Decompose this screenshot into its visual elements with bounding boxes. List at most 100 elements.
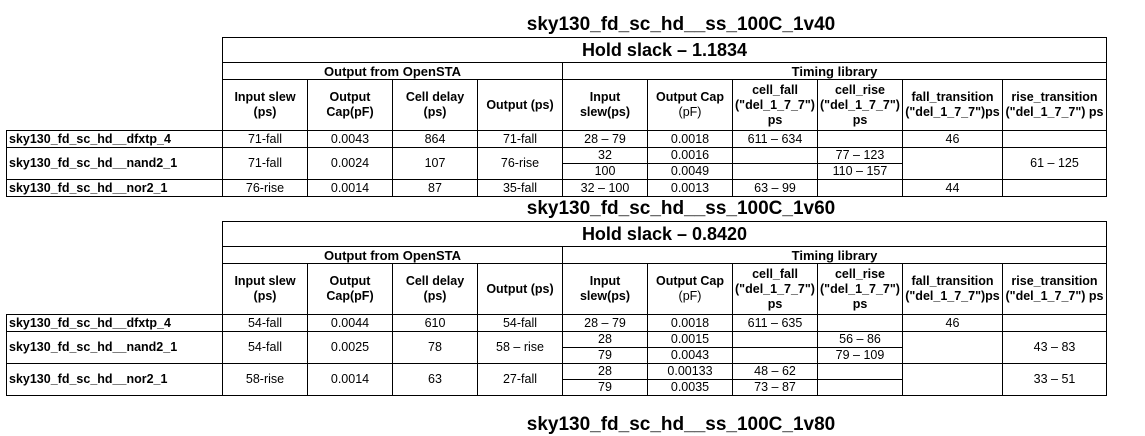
lib-input-slew-value: 32 xyxy=(562,147,648,164)
cell-name: sky130_fd_sc_hd__nand2_1 xyxy=(6,147,223,180)
header-line: ps xyxy=(852,296,868,311)
header-line: cell_fall xyxy=(752,266,798,281)
cell-rise-value xyxy=(817,379,903,396)
output-ps-value: 71-fall xyxy=(477,130,563,148)
col-header-cell-delay: Cell delay (ps) xyxy=(392,263,478,315)
lib-output-cap-value: 0.00133 xyxy=(647,363,733,380)
lib-output-cap-value: 0.0018 xyxy=(647,130,733,148)
input-slew-value: 71-fall xyxy=(222,147,308,180)
col-header-input-slew: Input slew (ps) xyxy=(222,263,308,315)
header-line: Cell delay xyxy=(405,274,465,288)
lib-input-slew-value: 32 – 100 xyxy=(562,179,648,197)
cell-delay-value: 63 xyxy=(392,363,478,396)
fall-transition-value: 46 xyxy=(902,130,1003,148)
lib-output-cap-value: 0.0018 xyxy=(647,314,733,332)
lib-input-slew-value: 28 xyxy=(562,331,648,348)
header-line: ("del_1_7_7") xyxy=(735,281,815,296)
table-row: sky130_fd_sc_hd__nor2_1 58-rise 0.0014 63 27… xyxy=(6,363,1107,396)
rise-transition-value xyxy=(1002,314,1107,332)
header-line: rise_transition xyxy=(1011,90,1098,104)
cell-name: sky130_fd_sc_hd__dfxtp_4 xyxy=(6,314,223,332)
hold-slack-header: Hold slack – 0.8420 xyxy=(222,221,1107,247)
cell-rise-value: 79 – 109 xyxy=(817,347,903,364)
header-unit: ("del_1_7_7") ps xyxy=(1005,289,1104,303)
header-line: Input xyxy=(589,90,621,104)
col-header-lib-output-cap: Output Cap (pF) xyxy=(647,79,733,131)
output-ps-value: 76-rise xyxy=(477,147,563,180)
next-section-title-cut-off: sky130_fd_sc_hd__ss_100C_1v80 xyxy=(526,414,836,435)
header-line: Input xyxy=(589,274,621,288)
table-row: 100 0.0049 110 – 157 xyxy=(7,163,1107,180)
header-unit: (ps) xyxy=(423,289,447,303)
header-line: Output xyxy=(329,90,371,104)
cell-rise-value: 56 – 86 xyxy=(817,331,903,348)
header-line: Input slew xyxy=(234,274,296,288)
lib-output-cap-value: 0.0043 xyxy=(647,347,733,364)
header-line: fall_transition xyxy=(911,274,994,288)
output-ps-value: 54-fall xyxy=(477,314,563,332)
col-header-cell-fall: cell_fall ("del_1_7_7") ps xyxy=(732,263,818,315)
lib-input-slew-value: 79 xyxy=(562,347,648,364)
cell-fall-value: 63 – 99 xyxy=(732,179,818,197)
lib-output-cap-value: 0.0035 xyxy=(647,379,733,396)
col-header-lib-output-cap: Output Cap (pF) xyxy=(647,263,733,315)
col-header-lib-input-slew: Input slew(ps) xyxy=(562,263,648,315)
cell-fall-value: 73 – 87 xyxy=(732,379,818,396)
input-slew-value: 76-rise xyxy=(222,179,308,197)
cell-delay-value: 864 xyxy=(392,130,478,148)
lib-output-cap-value: 0.0013 xyxy=(647,179,733,197)
output-cap-value: 0.0043 xyxy=(307,130,393,148)
group-header-timing-library: Timing library xyxy=(562,246,1107,264)
cell-delay-value: 78 xyxy=(392,331,478,364)
header-unit: (pF) xyxy=(678,289,702,303)
rise-transition-value: 33 – 51 xyxy=(1002,363,1107,396)
col-header-input-slew: Input slew (ps) xyxy=(222,79,308,131)
output-cap-value: 0.0014 xyxy=(307,179,393,197)
cell-fall-value xyxy=(732,163,818,180)
col-header-fall-transition: fall_transition ("del_1_7_7")ps xyxy=(902,79,1003,131)
cell-rise-value xyxy=(817,130,903,148)
header-unit: ("del_1_7_7")ps xyxy=(905,289,1000,303)
table-row: sky130_fd_sc_hd__nand2_1 71-fall 0.0024 107… xyxy=(6,147,1107,180)
header-line: Output Cap xyxy=(655,274,725,288)
cell-fall-value xyxy=(732,331,818,348)
rise-transition-value xyxy=(1002,179,1107,197)
header-unit: Cap(pF) xyxy=(326,289,374,303)
header-line: ("del_1_7_7") xyxy=(735,97,815,112)
header-unit: slew(ps) xyxy=(579,289,630,303)
col-header-cell-fall: cell_fall ("del_1_7_7") ps xyxy=(732,79,818,131)
col-header-lib-input-slew: Input slew(ps) xyxy=(562,79,648,131)
header-line: Output xyxy=(329,274,371,288)
group-header-opensta: Output from OpenSTA xyxy=(222,246,563,264)
header-unit: ("del_1_7_7")ps xyxy=(905,105,1000,119)
output-ps-value: 35-fall xyxy=(477,179,563,197)
header-line: ps xyxy=(767,112,783,127)
cell-name: sky130_fd_sc_hd__dfxtp_4 xyxy=(6,130,223,148)
cell-fall-value: 48 – 62 xyxy=(732,363,818,380)
header-line: cell_fall xyxy=(752,82,798,97)
lib-input-slew-value: 28 – 79 xyxy=(562,130,648,148)
col-header-cell-rise: cell_rise ("del_1_7_7") ps xyxy=(817,263,903,315)
table-row: 79 0.0035 73 – 87 xyxy=(7,379,1107,396)
header-unit: (ps) xyxy=(423,105,447,119)
fall-transition-value xyxy=(902,363,1003,396)
col-header-rise-transition: rise_transition ("del_1_7_7") ps xyxy=(1002,263,1107,315)
input-slew-value: 54-fall xyxy=(222,331,308,364)
cell-rise-value xyxy=(817,179,903,197)
timing-table: Hold slack – 1.1834 Output from OpenSTA Ti… xyxy=(6,37,1107,197)
cell-rise-value xyxy=(817,363,903,380)
header-line: ("del_1_7_7") xyxy=(820,281,900,296)
rise-transition-value: 43 – 83 xyxy=(1002,331,1107,364)
lib-input-slew-value: 28 – 79 xyxy=(562,314,648,332)
header-line: ps xyxy=(852,112,868,127)
cell-delay-value: 87 xyxy=(392,179,478,197)
group-header-opensta: Output from OpenSTA xyxy=(222,62,563,80)
header-unit: ("del_1_7_7") ps xyxy=(1005,105,1104,119)
output-cap-value: 0.0014 xyxy=(307,363,393,396)
blank-corner xyxy=(7,38,223,131)
input-slew-value: 58-rise xyxy=(222,363,308,396)
blank-corner xyxy=(7,222,223,315)
output-cap-value: 0.0044 xyxy=(307,314,393,332)
cell-delay-value: 107 xyxy=(392,147,478,180)
output-cap-value: 0.0024 xyxy=(307,147,393,180)
